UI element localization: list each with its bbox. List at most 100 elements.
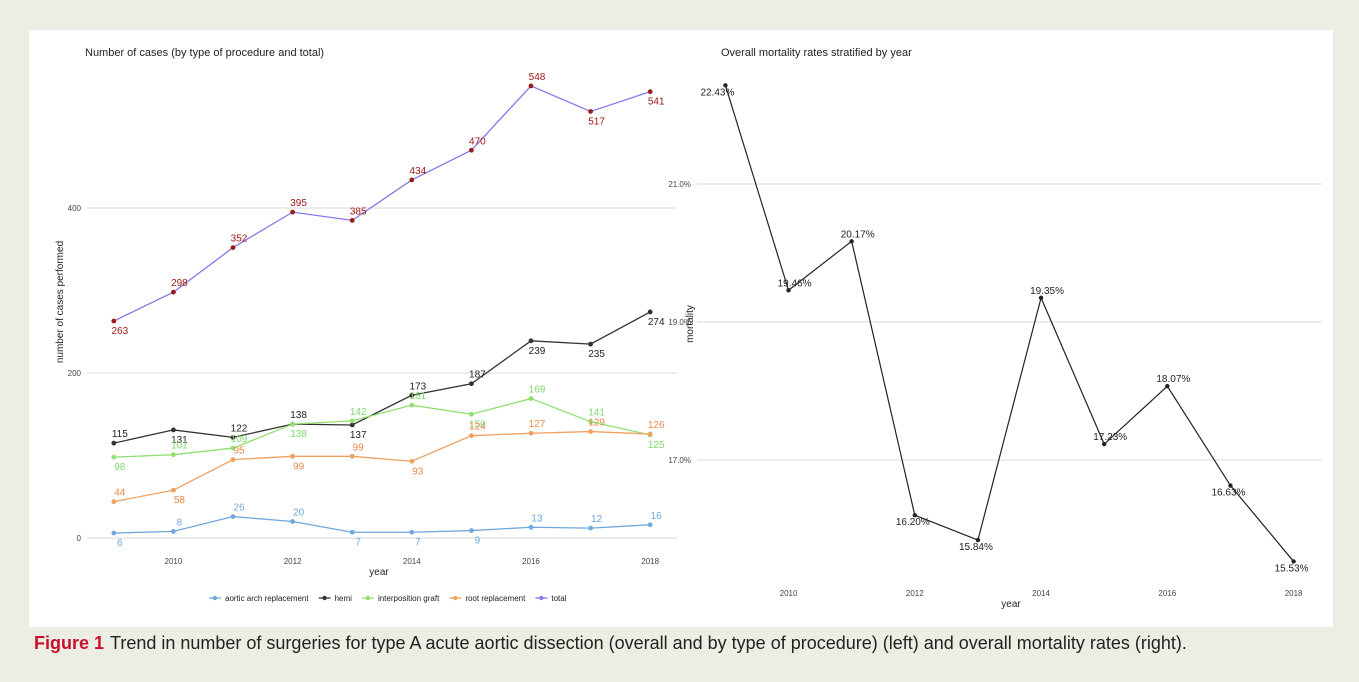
- legend-label-root-replacement: root replacement: [465, 594, 526, 603]
- point-interposition-graft-2012: [290, 421, 296, 427]
- mortality-label-2014: 19.35%: [1030, 286, 1064, 297]
- legend-marker-hemi: [322, 595, 327, 601]
- data-label-hemi-2011: 122: [231, 423, 248, 434]
- point-hemi-2016: [528, 338, 534, 344]
- point-hemi-2010: [171, 427, 176, 433]
- cases-xtick-2016: 2016: [522, 557, 540, 566]
- data-label-hemi-2010: 131: [171, 435, 188, 446]
- point-aortic-arch-replacement-2012: [290, 519, 296, 524]
- data-label-hemi-2018: 274: [648, 317, 665, 328]
- mortality-label-2013: 15.84%: [959, 542, 993, 553]
- point-root-replacement-2017: [588, 429, 593, 434]
- mortality-ytick-0: 17.0%: [668, 456, 691, 465]
- mortality-label-2012: 16.20%: [896, 517, 930, 528]
- point-aortic-arch-replacement-2009: [111, 530, 117, 536]
- mortality-xtick-2016: 2016: [1158, 589, 1176, 598]
- series-line-root-replacement: [113, 430, 651, 503]
- data-label-aortic-arch-replacement-2018: 16: [651, 511, 663, 522]
- data-label-total-2015: 470: [469, 136, 486, 147]
- point-total-2015: [468, 147, 474, 153]
- mortality-point-2014: [1038, 295, 1044, 301]
- point-root-replacement-2012: [290, 453, 296, 459]
- point-root-replacement-2009: [111, 499, 117, 505]
- mortality-point-2009: [723, 83, 728, 88]
- data-label-total-2017: 517: [588, 116, 605, 127]
- point-root-replacement-2010: [171, 487, 176, 493]
- legend-marker-root-replacement: [453, 595, 458, 601]
- data-label-interposition-graft-2017: 141: [588, 408, 605, 419]
- mortality-point-2015: [1101, 441, 1107, 447]
- data-label-total-2013: 385: [350, 206, 367, 217]
- data-label-root-replacement-2016: 127: [529, 419, 546, 430]
- mortality-ytick-2: 21.0%: [668, 180, 691, 189]
- data-label-hemi-2012: 138: [290, 410, 307, 421]
- point-hemi-2011: [230, 434, 236, 440]
- data-label-root-replacement-2012: 99: [293, 461, 305, 472]
- point-interposition-graft-2009: [111, 454, 117, 460]
- data-label-hemi-2014: 173: [409, 381, 426, 392]
- point-total-2014: [409, 177, 415, 183]
- data-label-interposition-graft-2018: 125: [648, 440, 665, 451]
- mortality-xaxis-title: year: [1001, 599, 1021, 610]
- data-label-interposition-graft-2010: 101: [171, 441, 188, 452]
- data-label-root-replacement-2009: 44: [114, 488, 126, 499]
- cases-chart-title: Number of cases (by type of procedure an…: [85, 47, 324, 59]
- mortality-point-2017: [1228, 483, 1233, 488]
- data-label-root-replacement-2011: 95: [233, 446, 245, 457]
- point-hemi-2014: [409, 392, 415, 398]
- data-label-root-replacement-2017: 129: [588, 418, 605, 429]
- point-interposition-graft-2016: [528, 396, 534, 401]
- point-aortic-arch-replacement-2015: [468, 528, 474, 533]
- mortality-xtick-2014: 2014: [1032, 589, 1050, 598]
- cases-xtick-2010: 2010: [165, 557, 183, 566]
- point-total-2013: [349, 217, 355, 223]
- point-root-replacement-2015: [468, 433, 474, 439]
- figure-label: Figure 1: [34, 633, 105, 653]
- data-label-hemi-2016: 239: [529, 346, 546, 357]
- legend-marker-interposition-graft: [365, 595, 371, 601]
- point-interposition-graft-2010: [171, 452, 176, 458]
- mortality-yaxis-title: mortality: [685, 305, 696, 343]
- series-line-interposition-graft: [113, 397, 651, 458]
- data-label-aortic-arch-replacement-2011: 26: [233, 503, 245, 514]
- data-label-hemi-2009: 115: [112, 429, 128, 440]
- data-label-total-2012: 395: [290, 198, 307, 209]
- data-label-total-2014: 434: [409, 166, 426, 177]
- point-hemi-2018: [647, 309, 653, 315]
- point-root-replacement-2016: [528, 430, 534, 436]
- cases-xaxis-title: year: [369, 567, 389, 578]
- point-interposition-graft-2011: [230, 445, 236, 451]
- point-hemi-2015: [468, 381, 474, 387]
- cases-ytick-200: 200: [68, 369, 82, 378]
- point-aortic-arch-replacement-2011: [230, 514, 236, 519]
- mortality-point-2012: [912, 513, 918, 518]
- data-label-aortic-arch-replacement-2016: 13: [531, 513, 543, 524]
- data-label-root-replacement-2018: 126: [648, 420, 665, 431]
- mortality-label-2017: 16.63%: [1211, 488, 1245, 499]
- charts-canvas: Number of cases (by type of procedure an…: [55, 47, 1322, 610]
- series-line-aortic-arch-replacement: [113, 515, 651, 534]
- point-aortic-arch-replacement-2017: [588, 525, 593, 531]
- mortality-xtick-2018: 2018: [1285, 589, 1303, 598]
- legend-marker-aortic-arch-replacement: [212, 595, 218, 601]
- point-total-2009: [111, 318, 117, 324]
- data-label-aortic-arch-replacement-2017: 12: [591, 514, 603, 525]
- mortality-point-2013: [975, 537, 981, 543]
- point-aortic-arch-replacement-2016: [528, 524, 534, 530]
- series-line-total: [113, 85, 651, 322]
- data-label-aortic-arch-replacement-2013: 7: [355, 537, 361, 548]
- point-interposition-graft-2013: [349, 418, 355, 424]
- data-label-hemi-2015: 187: [469, 370, 486, 381]
- data-label-total-2010: 298: [171, 278, 188, 289]
- mortality-chart: Overall mortality rates stratified by ye…: [668, 47, 1322, 610]
- mortality-xtick-2012: 2012: [906, 589, 924, 598]
- mortality-xtick-2010: 2010: [780, 589, 798, 598]
- data-label-total-2016: 548: [529, 72, 546, 83]
- point-root-replacement-2014: [409, 458, 415, 464]
- data-label-interposition-graft-2016: 169: [529, 385, 546, 396]
- caption-text: Trend in number of surgeries for type A …: [110, 633, 1187, 653]
- data-label-aortic-arch-replacement-2012: 20: [293, 508, 305, 519]
- mortality-label-2010: 19.46%: [778, 278, 812, 289]
- data-label-interposition-graft-2014: 161: [409, 391, 426, 402]
- series-line-hemi: [113, 311, 651, 444]
